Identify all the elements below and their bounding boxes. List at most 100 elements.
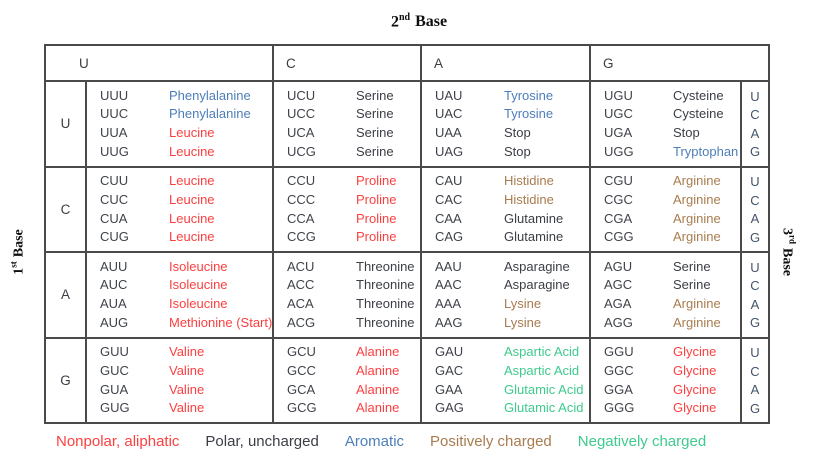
amino-acid-label: Cysteine [673, 106, 724, 122]
codon-entry: UUU Phenylalanine [100, 88, 272, 104]
first-base-letter: A [60, 287, 70, 303]
codon-cell: GCU Alanine GCC Alanine GCA Alanine GCG Alanine [272, 338, 420, 422]
amino-acid-label: Leucine [169, 143, 215, 159]
amino-acid-label: Alanine [356, 381, 400, 397]
codon-row-group-a: A AUU Isoleucine AUC Isoleucine AUA Isoleucine… [46, 251, 768, 337]
second-base-title: 2nd Base [20, 12, 818, 31]
third-base-letter: G [749, 144, 761, 159]
codon-cell: GAU Aspartic Acid GAC Aspartic Acid GAA Gluta… [420, 338, 589, 422]
codon-label: ACC [287, 277, 315, 293]
amino-acid-label: Aspartic Acid [504, 344, 580, 360]
amino-acid-label: Isoleucine [169, 258, 228, 274]
codon-label: UAU [435, 87, 463, 103]
codon-cell: ACU Threonine ACC Threonine ACA Threonine ACG T… [272, 253, 420, 337]
codon-entry: UCU Serine [287, 88, 420, 104]
title-word: Base [415, 13, 448, 31]
third-base-letter: A [750, 125, 760, 141]
amino-acid-label: Arginine [673, 229, 721, 245]
codon-entry: AUA Isoleucine [100, 296, 272, 312]
amino-acid-label: Glycine [673, 344, 717, 360]
codon-entry: CCC Proline [287, 192, 420, 208]
codon-label: GUA [100, 381, 129, 397]
codon-entry: UAU Tyrosine [435, 88, 589, 104]
codon-cell: CUU Leucine CUC Leucine CUA Leucine CUG Leucine [85, 167, 272, 251]
codon-label: AUG [100, 314, 129, 330]
third-base-letter: C [750, 363, 760, 379]
amino-acid-label: Proline [356, 229, 397, 245]
first-base-letter: C [60, 201, 71, 217]
amino-acid-label: Arginine [673, 314, 721, 330]
codon-entry: UGC Cysteine [604, 106, 740, 122]
codon-entry: GUA Valine [100, 382, 272, 398]
codon-label: ACG [287, 314, 316, 330]
amino-acid-label: Leucine [169, 229, 215, 245]
codon-label: GAA [435, 381, 463, 397]
codon-table: U C A G U UUU Phenylalanine UUC Phenylalanin… [44, 44, 770, 424]
codon-label: CAU [435, 173, 463, 189]
amino-acid-label: Proline [356, 191, 397, 207]
third-base-letter: C [750, 107, 760, 122]
amino-acid-label: Alanine [356, 344, 400, 360]
codon-entry: CUG Leucine [100, 229, 272, 245]
codon-entry: AAG Lysine [435, 315, 589, 331]
third-base-letter: A [750, 382, 760, 397]
first-base-letter: U [60, 116, 71, 132]
amino-acid-label: Threonine [356, 296, 415, 312]
codon-label: ACA [287, 296, 314, 312]
amino-acid-label: Methionine (Start) [169, 314, 273, 330]
amino-acid-label: Threonine [356, 258, 415, 274]
amino-acid-label: Tyrosine [504, 106, 554, 122]
title-number: 2 [390, 13, 399, 31]
codon-label: CCA [287, 210, 315, 226]
codon-entry: AUC Isoleucine [100, 277, 272, 293]
amino-acid-label: Glutamine [504, 210, 564, 226]
amino-acid-label: Leucine [169, 191, 215, 207]
codon-label: UCC [287, 106, 316, 122]
codon-label: GAG [435, 400, 464, 416]
third-base-letter: C [750, 192, 760, 208]
codon-label: AAG [435, 314, 463, 330]
codon-entry: UUG Leucine [100, 144, 272, 160]
legend: Nonpolar, aliphatic Polar, uncharged Aroma… [56, 433, 706, 450]
codon-label: UAG [435, 143, 464, 159]
codon-cell: GUU Valine GUC Valine GUA Valine GUG Valine [85, 338, 272, 422]
codon-label: ACU [287, 258, 315, 274]
codon-label: AAC [435, 277, 462, 293]
codon-label: GCU [287, 344, 316, 360]
codon-label: UCU [287, 87, 316, 103]
amino-acid-label: Phenylalanine [169, 106, 251, 122]
codon-label: UUC [100, 106, 129, 122]
codon-label: CCU [287, 173, 316, 189]
table-body: U UUU Phenylalanine UUC Phenylalanine UUA Leuc… [46, 82, 768, 422]
codon-label: CUC [100, 191, 129, 207]
header-base-a: A [420, 46, 589, 80]
amino-acid-label: Leucine [169, 173, 215, 189]
codon-cell: CAU Histidine CAC Histidine CAA Glutamine CAG G… [420, 167, 589, 251]
codon-entry: GUU Valine [100, 344, 272, 360]
codon-label: CCG [287, 229, 316, 245]
codon-label: GCA [287, 381, 316, 397]
codon-entry: CGU Arginine [604, 173, 740, 189]
first-base-ordinal-suffix: st [8, 261, 19, 268]
codon-entry: UUA Leucine [100, 125, 272, 141]
amino-acid-label: Glycine [673, 400, 717, 416]
third-base-letter: G [749, 229, 761, 245]
third-base-letter: A [750, 296, 760, 312]
amino-acid-label: Stop [673, 125, 700, 141]
codon-entry: GCG Alanine [287, 400, 420, 416]
codon-entry: UGA Stop [604, 125, 740, 141]
codon-label: CGC [604, 191, 633, 207]
third-base-letter: C [750, 278, 760, 293]
codon-label: AUC [100, 277, 128, 293]
codon-entry: CAG Glutamine [435, 229, 589, 245]
codon-entry: CGC Arginine [604, 192, 740, 208]
legend-item-negative: Negatively charged [577, 433, 707, 450]
codon-entry: CUA Leucine [100, 211, 272, 227]
codon-entry: ACC Threonine [287, 277, 420, 293]
amino-acid-label: Glycine [673, 362, 717, 378]
amino-acid-label: Lysine [504, 296, 542, 312]
amino-acid-label: Arginine [673, 173, 721, 189]
codon-label: UAC [435, 106, 463, 122]
